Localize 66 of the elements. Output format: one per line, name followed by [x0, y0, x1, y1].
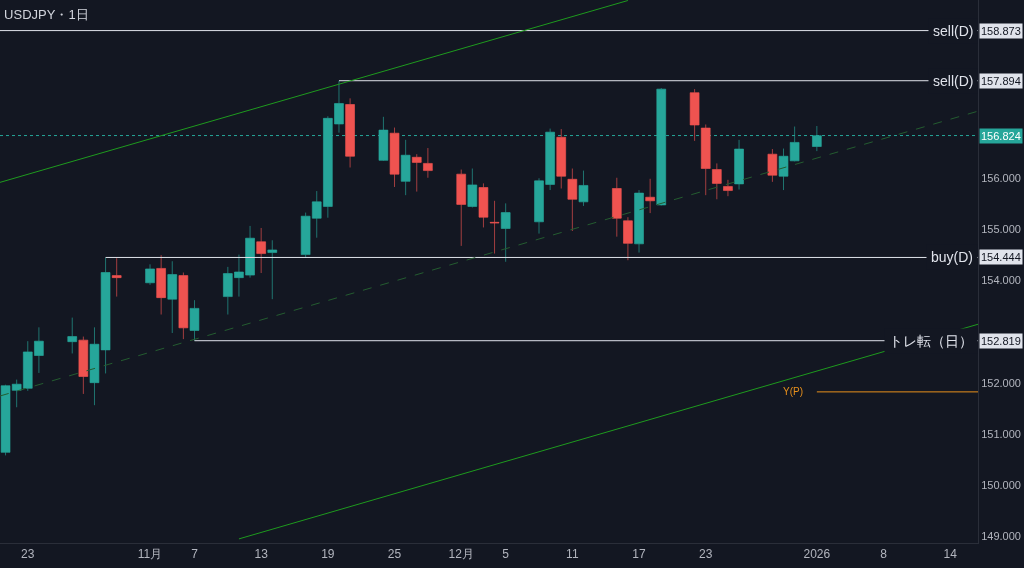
- y-tick-label: 150.000: [981, 478, 1021, 491]
- x-tick-label: 23: [699, 547, 713, 562]
- x-tick-label: 12月: [448, 547, 474, 562]
- data-label: 154.444: [981, 251, 1021, 263]
- candlestick: [78, 336, 89, 395]
- candlestick: [156, 254, 167, 316]
- candlestick: [67, 317, 78, 354]
- legend-label: sell(D): [933, 23, 974, 39]
- candlestick: [734, 139, 744, 191]
- candlestick: [111, 257, 122, 298]
- candlestick: [400, 139, 411, 196]
- y-tick-label: 149.000: [981, 530, 1021, 543]
- x-tick-label: 8: [880, 547, 888, 562]
- candlestick: [478, 182, 489, 228]
- candlestick: [389, 127, 400, 188]
- y-tick-label: 154.000: [981, 274, 1021, 287]
- data-label: 158.873: [981, 25, 1021, 37]
- x-tick-label: 7: [191, 547, 199, 562]
- ref-line-label: 156.824: [981, 130, 1021, 142]
- candlestick: [611, 177, 622, 238]
- candlestick: [500, 202, 511, 263]
- candlestick: [189, 299, 200, 342]
- x-tick-label: 17: [632, 547, 647, 562]
- candlestick: [711, 162, 722, 200]
- series-label: Y(P): [783, 386, 803, 397]
- candlestick: [145, 263, 155, 286]
- y-tick-label: 155.000: [981, 222, 1021, 235]
- candlestick: [267, 239, 278, 300]
- candlestick: [422, 147, 433, 179]
- candlestick: [256, 227, 267, 274]
- candlestick: [456, 169, 467, 247]
- candlestick: [567, 168, 578, 232]
- candlestick: [489, 200, 500, 255]
- candlestick: [645, 178, 656, 214]
- data-label: 152.819: [981, 335, 1021, 347]
- x-tick-label: 5: [502, 547, 510, 562]
- x-tick-label: 13: [254, 547, 269, 562]
- x-tick-label: 14: [943, 547, 958, 562]
- candlestick: [467, 168, 478, 208]
- candlestick: [178, 272, 189, 340]
- candlestick: [723, 179, 733, 197]
- candlestick: [622, 216, 633, 261]
- x-tick-label: 19: [321, 547, 335, 562]
- candlestick: [556, 128, 567, 190]
- x-tick-label: 2026: [803, 547, 831, 562]
- candlestick: [345, 97, 356, 169]
- data-label: 157.894: [981, 75, 1021, 87]
- candlestick: [700, 123, 711, 196]
- legend-label: トレ転（日）: [889, 333, 973, 349]
- candlestick: [378, 116, 389, 162]
- y-tick-label: 152.000: [981, 376, 1021, 389]
- legend-label: sell(D): [933, 73, 974, 89]
- candlestick: [634, 189, 644, 254]
- candlestick: [578, 170, 589, 207]
- candlestick: [167, 260, 178, 334]
- candlestick: [689, 88, 700, 142]
- x-tick-label: 25: [387, 547, 402, 562]
- x-tick-label: 11: [566, 547, 579, 562]
- y-tick-label: 156.000: [981, 171, 1021, 184]
- candlestick: [767, 148, 778, 183]
- candlestick: [411, 153, 422, 193]
- legend-label: buy(D): [931, 249, 974, 265]
- x-tick-label: 23: [21, 547, 35, 562]
- y-tick-label: 151.000: [981, 427, 1021, 440]
- text: USDJPY・1日: [4, 6, 89, 22]
- x-tick-label: 11月: [137, 547, 163, 562]
